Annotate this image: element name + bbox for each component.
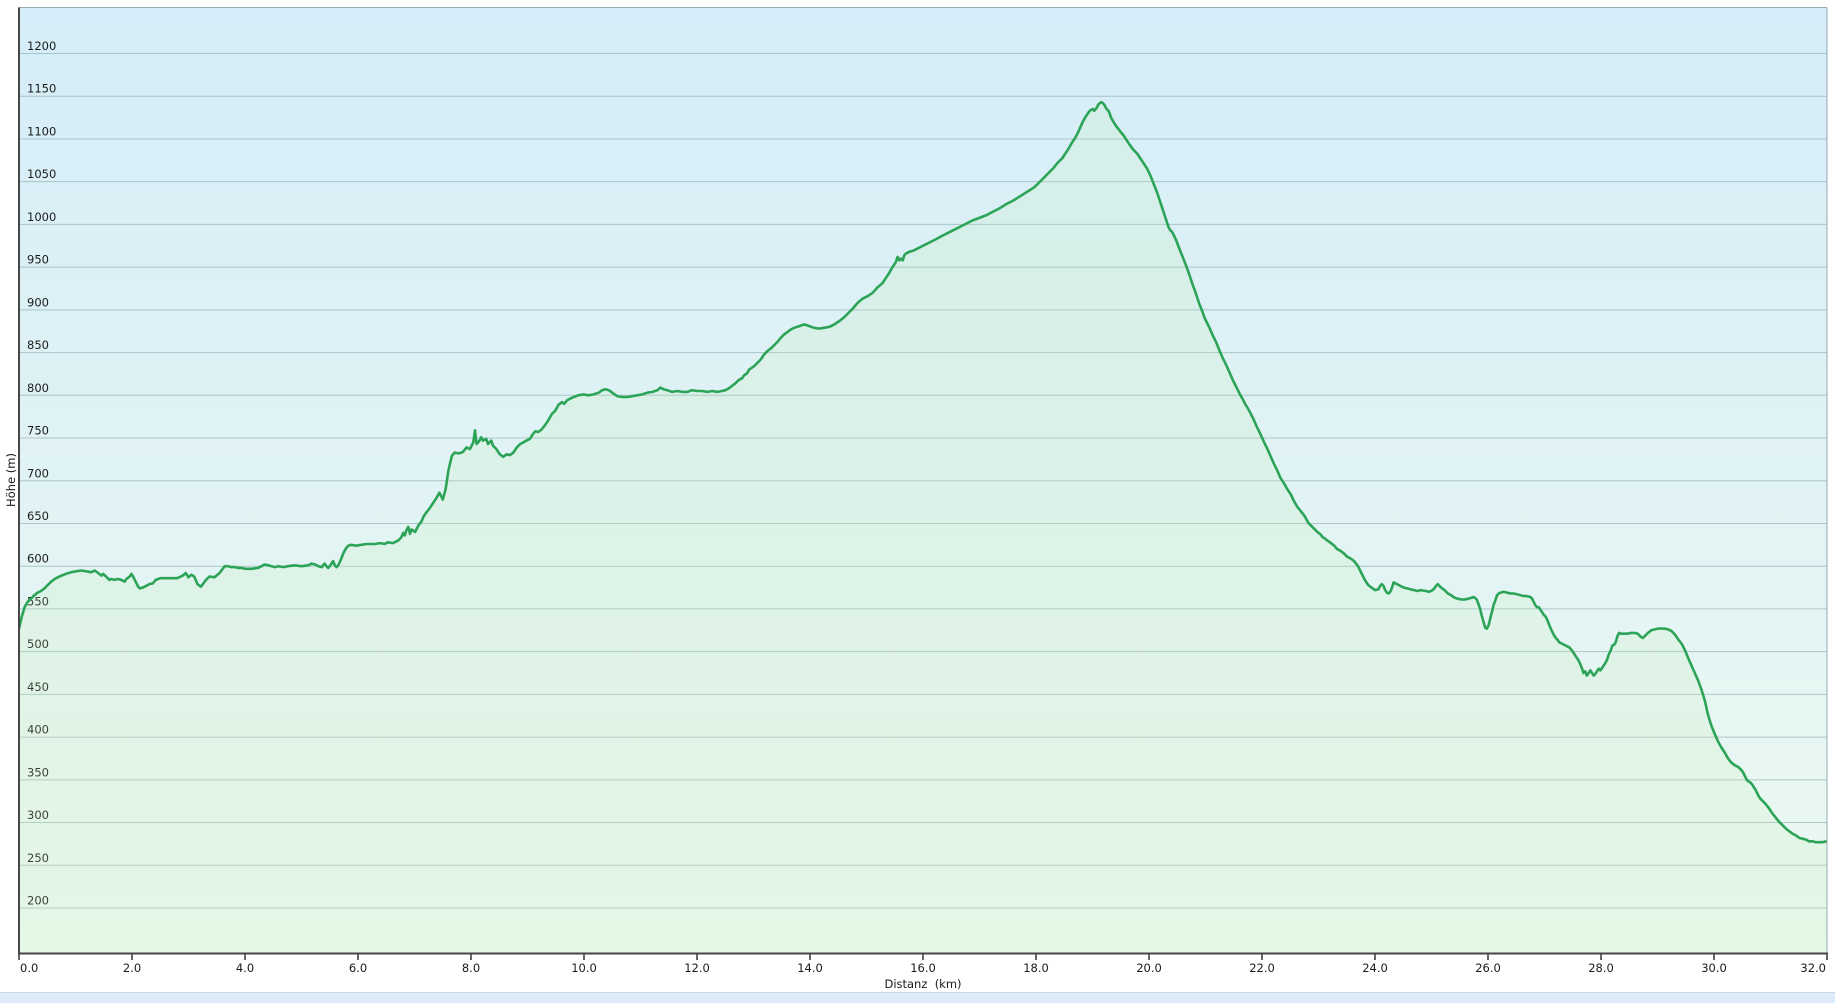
y-tick-label: 600 (27, 552, 49, 566)
x-tick-label: 12.0 (684, 961, 710, 975)
x-tick-label: 28.0 (1588, 961, 1614, 975)
x-tick-label: 22.0 (1249, 961, 1275, 975)
x-tick-label: 20.0 (1136, 961, 1162, 975)
y-tick-label: 1000 (27, 210, 56, 224)
x-tick-label: 8.0 (462, 961, 480, 975)
y-tick-label: 200 (27, 894, 49, 908)
y-tick-label: 850 (27, 338, 49, 352)
elevation-area-fill (19, 102, 1827, 954)
x-tick-label: 4.0 (236, 961, 254, 975)
x-tick-label: 24.0 (1362, 961, 1388, 975)
y-tick-label: 1150 (27, 82, 56, 96)
y-tick-label: 1100 (27, 124, 56, 138)
y-tick-label: 700 (27, 466, 49, 480)
y-tick-label: 500 (27, 637, 49, 651)
y-tick-label: 300 (27, 808, 49, 822)
y-tick-label: 800 (27, 381, 49, 395)
x-tick-label: 18.0 (1023, 961, 1049, 975)
x-tick-label: 26.0 (1475, 961, 1501, 975)
x-tick-label: 0.0 (20, 961, 38, 975)
y-axis-title: Höhe (m) (4, 453, 18, 507)
y-tick-label: 450 (27, 680, 49, 694)
y-tick-label: 250 (27, 851, 49, 865)
y-tick-label: 750 (27, 424, 49, 438)
y-tick-label: 650 (27, 509, 49, 523)
y-tick-label: 1200 (27, 39, 56, 53)
x-tick-label: 6.0 (349, 961, 367, 975)
y-tick-label: 950 (27, 253, 49, 267)
x-tick-label: 2.0 (123, 961, 141, 975)
x-tick-label: 32.0 (1800, 961, 1826, 975)
x-axis-title: Distanz (km) (884, 977, 962, 991)
x-tick-label: 16.0 (910, 961, 936, 975)
y-tick-label: 350 (27, 765, 49, 779)
elevation-line (19, 100, 1827, 844)
x-tick-label: 14.0 (797, 961, 823, 975)
y-tick-label: 900 (27, 295, 49, 309)
y-tick-label: 1050 (27, 167, 56, 181)
x-tick-label: 10.0 (571, 961, 597, 975)
y-tick-label: 400 (27, 723, 49, 737)
bottom-strip (0, 992, 1835, 1003)
x-tick-label: 30.0 (1701, 961, 1727, 975)
